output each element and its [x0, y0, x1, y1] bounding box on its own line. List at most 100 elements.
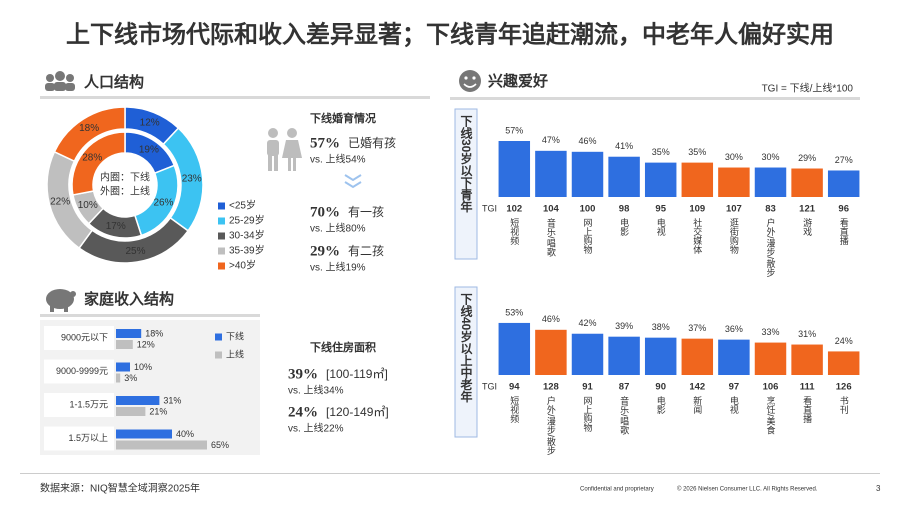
value-label: 31% — [163, 395, 181, 405]
bar — [681, 162, 714, 197]
group-label: 下线30岁以下青年 — [459, 115, 473, 213]
value-label: 33% — [761, 327, 779, 337]
value-label: 37% — [688, 323, 706, 333]
row-bg — [44, 426, 114, 451]
legend-label: 25-29岁 — [229, 214, 265, 227]
divider — [40, 96, 430, 99]
slice-label: 12% — [140, 117, 160, 128]
center-label: 外圈：上线 — [100, 185, 150, 198]
tgi-value: 97 — [729, 382, 740, 393]
value-label: 3% — [124, 373, 137, 383]
stat-pct: 24% — [288, 404, 318, 420]
x-tick-label: 电影 — [619, 217, 629, 237]
bar — [116, 407, 146, 416]
row-bg — [44, 393, 114, 417]
x-tick-label: 烹饪/美食 — [766, 395, 776, 436]
value-label: 40% — [176, 429, 194, 439]
slice-label: 28% — [82, 153, 102, 164]
divider — [40, 314, 260, 317]
bar — [827, 170, 860, 197]
stat-compare: vs. 上线19% — [310, 261, 366, 274]
group-label: 下线40岁以上中老年 — [459, 293, 473, 403]
legend-label: >40岁 — [229, 259, 256, 272]
slice-label: 23% — [182, 173, 202, 184]
x-tick-label: 短视频 — [509, 395, 519, 424]
bar — [498, 141, 531, 197]
slice-label: 17% — [106, 221, 126, 232]
tgi-value: 91 — [582, 382, 593, 393]
bar — [571, 333, 604, 375]
y-tick-label: 9000元以下 — [61, 332, 108, 342]
smiley-icon — [459, 70, 481, 92]
value-label: 24% — [835, 336, 853, 346]
x-tick-label: 电视 — [729, 395, 739, 415]
tgi-value: 109 — [689, 204, 705, 215]
bar — [754, 167, 787, 197]
x-tick-label: 音乐/唱歌 — [619, 395, 629, 436]
footer-line — [20, 473, 880, 474]
bar — [116, 329, 142, 338]
value-label: 42% — [578, 318, 596, 328]
tgi-value: 102 — [506, 204, 522, 215]
bar — [498, 322, 531, 375]
legend-label: 30-34岁 — [229, 229, 265, 242]
value-label: 65% — [211, 440, 229, 450]
stat-text: [100-119㎡] — [326, 367, 388, 381]
value-label: 12% — [137, 339, 155, 349]
legend-label: 上线 — [226, 348, 244, 359]
slice-label: 26% — [153, 198, 173, 209]
stat-compare: vs. 上线34% — [288, 384, 344, 397]
stat-text: 有二孩 — [348, 244, 384, 258]
value-label: 10% — [134, 362, 152, 372]
couple-icon — [267, 128, 302, 171]
x-tick-label: 新闻 — [692, 395, 702, 415]
value-label: 46% — [578, 136, 596, 146]
stat-pct: 39% — [288, 366, 318, 382]
group-label-bg — [454, 286, 478, 438]
stat-compare: vs. 上线22% — [288, 422, 344, 435]
tgi-value: 107 — [726, 204, 742, 215]
bar — [535, 329, 567, 375]
slice-label: 18% — [79, 123, 99, 134]
tgi-value: 87 — [619, 382, 630, 393]
value-label: 36% — [725, 324, 743, 334]
bar — [535, 150, 567, 197]
bar — [754, 342, 787, 375]
stat-text: 有一孩 — [348, 205, 384, 219]
x-tick-label: 书刊 — [839, 396, 849, 415]
value-label: 38% — [652, 322, 670, 332]
x-tick-label: 网上购物 — [583, 218, 593, 255]
x-tick-label: 户外/漫步/散步 — [546, 395, 556, 456]
legend-swatch — [215, 351, 222, 359]
x-tick-label: 户外/漫步/散步 — [766, 217, 776, 278]
value-label: 39% — [615, 321, 633, 331]
value-label: 41% — [615, 141, 633, 151]
y-tick-label: 1-1.5万元 — [69, 399, 108, 409]
row-bg — [44, 326, 114, 350]
donut-slice — [71, 131, 126, 196]
section-title: 兴趣爱好 — [488, 72, 548, 90]
section-title: 家庭收入结构 — [84, 290, 174, 308]
slide-title: 上下线市场代际和收入差异显著；下线青年追赶潮流，中老年人偏好实用 — [66, 20, 834, 48]
tgi-value: 128 — [543, 382, 559, 393]
value-label: 21% — [149, 406, 167, 416]
tgi-value: 100 — [580, 204, 596, 215]
donut-slice — [53, 106, 126, 163]
legend-swatch — [218, 217, 225, 225]
x-tick-label: 逛街购物 — [729, 217, 739, 255]
bar — [116, 440, 207, 450]
bar — [116, 362, 130, 372]
bar — [791, 168, 823, 197]
x-tick-label: 看直播 — [802, 395, 812, 424]
slice-label: 19% — [139, 144, 159, 155]
bar — [718, 167, 750, 197]
legend-swatch — [218, 232, 225, 240]
value-label: 57% — [505, 125, 523, 135]
slice-label: 10% — [78, 200, 98, 211]
value-label: 29% — [798, 153, 816, 163]
tgi-value: 126 — [836, 382, 852, 393]
bar — [571, 151, 604, 197]
bar — [116, 429, 172, 439]
value-label: 35% — [652, 147, 670, 157]
